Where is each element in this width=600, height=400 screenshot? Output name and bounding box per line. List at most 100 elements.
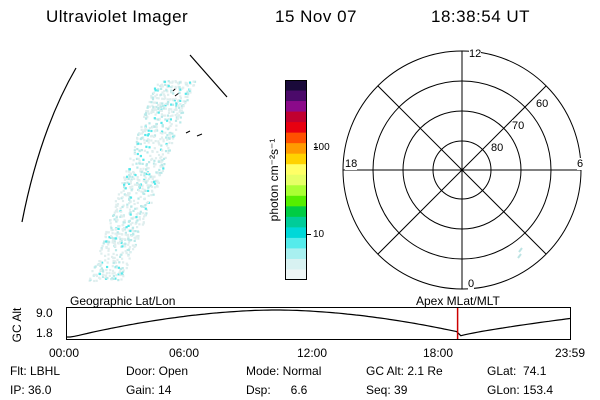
aurora-pixel bbox=[155, 105, 158, 109]
aurora-pixel bbox=[152, 141, 155, 144]
aurora-pixel bbox=[133, 152, 136, 156]
aurora-pixel bbox=[150, 110, 153, 113]
aurora-pixel bbox=[138, 179, 141, 182]
aurora-pixel bbox=[105, 240, 108, 243]
aurora-pixel bbox=[131, 163, 134, 166]
orbit-xtick: 12:00 bbox=[297, 346, 328, 360]
aurora-pixel bbox=[129, 223, 132, 226]
aurora-pixel bbox=[153, 180, 156, 184]
aurora-pixel bbox=[132, 233, 135, 236]
aurora-pixel bbox=[122, 275, 125, 278]
aurora-pixel bbox=[162, 157, 166, 160]
aurora-pixel bbox=[101, 275, 105, 278]
aurora-pixel bbox=[122, 243, 125, 246]
aurora-pixel bbox=[101, 245, 104, 248]
aurora-pixel bbox=[111, 232, 114, 235]
aurora-pixel bbox=[127, 192, 130, 195]
aurora-pixel bbox=[145, 128, 148, 131]
aurora-pixel bbox=[160, 136, 164, 139]
aurora-pixel bbox=[126, 263, 129, 267]
aurora-pixel bbox=[121, 245, 124, 248]
aurora-pixel bbox=[122, 221, 125, 224]
aurora-pixel bbox=[121, 196, 124, 199]
aurora-pixel bbox=[181, 111, 185, 114]
aurora-pixel bbox=[153, 159, 156, 162]
aurora-pixel bbox=[128, 208, 132, 211]
aurora-pixel bbox=[151, 157, 154, 160]
aurora-pixel bbox=[116, 204, 119, 207]
aurora-pixel bbox=[138, 216, 141, 219]
time-label: 18:38:54 UT bbox=[431, 7, 531, 26]
aurora-pixel bbox=[111, 277, 114, 280]
aurora-pixel bbox=[150, 96, 153, 99]
aurora-pixel bbox=[166, 98, 169, 101]
aurora-pixel bbox=[136, 219, 139, 222]
aurora-pixel bbox=[107, 249, 110, 252]
aurora-pixel bbox=[155, 126, 158, 129]
aurora-pixel bbox=[164, 107, 167, 110]
aurora-pixel bbox=[128, 257, 131, 260]
aurora-pixel bbox=[180, 109, 183, 112]
aurora-pixel bbox=[179, 97, 182, 100]
aurora-pixel bbox=[153, 186, 157, 189]
aurora-pixel bbox=[120, 272, 123, 275]
aurora-pixel bbox=[162, 114, 165, 117]
aurora-pixel bbox=[104, 274, 108, 277]
aurora-pixel bbox=[174, 86, 177, 89]
aurora-pixel bbox=[141, 187, 144, 190]
aurora-pixel bbox=[167, 146, 170, 150]
aurora-pixel bbox=[112, 252, 115, 255]
aurora-pixel bbox=[174, 97, 177, 100]
aurora-pixel bbox=[145, 117, 148, 120]
aurora-pixel bbox=[127, 248, 130, 251]
aurora-pixel bbox=[117, 227, 120, 230]
aurora-pixel bbox=[143, 115, 146, 118]
aurora-pixel bbox=[130, 205, 133, 208]
aurora-pixel bbox=[147, 112, 150, 115]
aurora-pixel bbox=[161, 149, 164, 152]
aurora-pixel bbox=[153, 117, 156, 120]
aurora-pixel bbox=[168, 126, 171, 129]
aurora-pixel bbox=[138, 132, 141, 135]
aurora-pixel bbox=[136, 148, 139, 151]
aurora-pixel bbox=[131, 244, 134, 247]
aurora-pixel bbox=[145, 212, 148, 215]
colorbar bbox=[285, 80, 307, 281]
aurora-pixel bbox=[129, 157, 132, 160]
aurora-pixel bbox=[131, 226, 135, 229]
aurora-pixel bbox=[102, 274, 105, 277]
aurora-pixel bbox=[115, 216, 118, 219]
aurora-pixel bbox=[130, 178, 133, 181]
aurora-pixel bbox=[154, 182, 157, 185]
aurora-pixel bbox=[167, 149, 170, 152]
aurora-pixel bbox=[173, 108, 176, 111]
aurora-pixel bbox=[150, 94, 153, 98]
aurora-pixel bbox=[154, 101, 157, 104]
aurora-pixel bbox=[147, 171, 150, 175]
aurora-pixel bbox=[134, 222, 137, 225]
aurora-pixel bbox=[175, 102, 178, 105]
aurora-pixel bbox=[186, 99, 189, 102]
aurora-pixel bbox=[121, 251, 124, 254]
aurora-pixel bbox=[161, 132, 164, 135]
aurora-pixel bbox=[160, 159, 163, 162]
aurora-pixel bbox=[180, 111, 183, 115]
aurora-pixel bbox=[124, 245, 127, 248]
aurora-pixel bbox=[146, 167, 149, 170]
aurora-pixel bbox=[115, 265, 118, 268]
aurora-pixel bbox=[139, 195, 142, 198]
aurora-pixel bbox=[165, 127, 168, 130]
aurora-pixel bbox=[104, 254, 107, 257]
aurora-pixel bbox=[150, 101, 153, 104]
aurora-pixel bbox=[117, 242, 120, 245]
aurora-pixel bbox=[176, 81, 179, 84]
aurora-pixel bbox=[128, 246, 132, 249]
aurora-pixel bbox=[146, 106, 149, 109]
aurora-pixel bbox=[114, 228, 118, 231]
aurora-pixel bbox=[107, 243, 110, 246]
aurora-pixel bbox=[162, 140, 165, 143]
ip-info: IP: 36.0 bbox=[10, 383, 52, 397]
aurora-pixel bbox=[145, 181, 148, 184]
aurora-pixel bbox=[123, 193, 126, 196]
aurora-pixel bbox=[145, 164, 148, 167]
